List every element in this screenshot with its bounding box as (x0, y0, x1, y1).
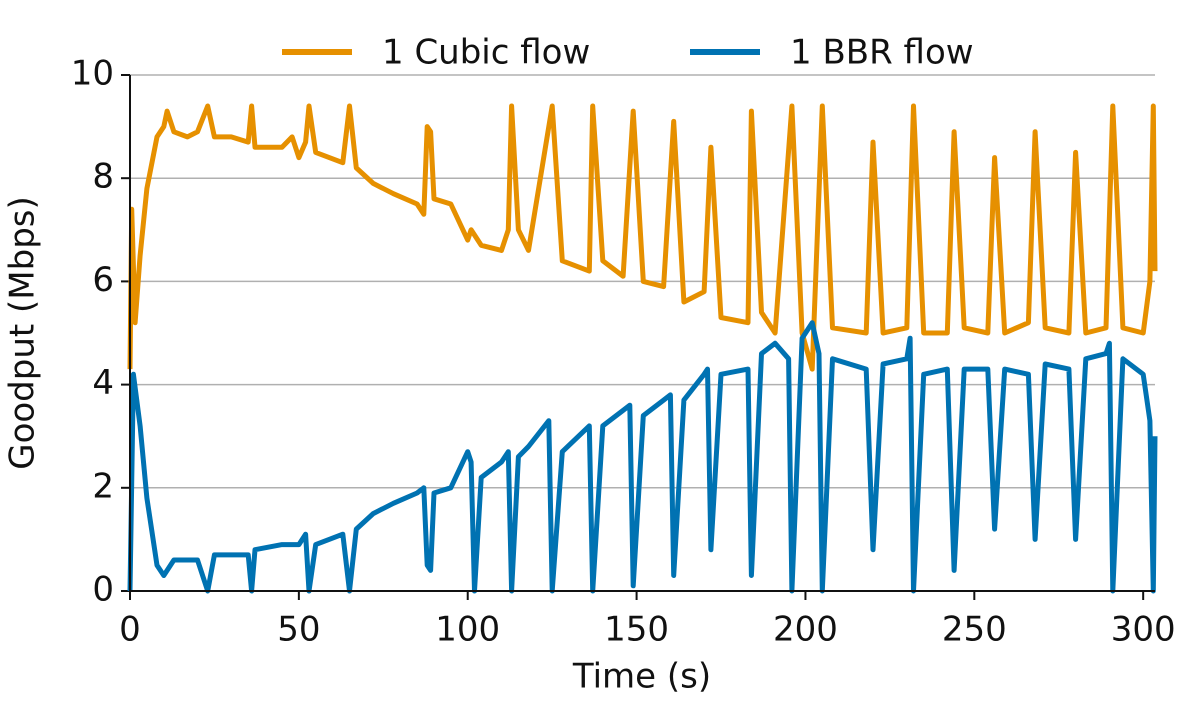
x-tick-label: 100 (435, 610, 500, 650)
y-tick-label: 0 (92, 570, 114, 610)
x-tick-label: 250 (942, 610, 1007, 650)
y-tick-label: 4 (92, 363, 114, 403)
line (127, 103, 1158, 372)
x-tick-label: 0 (119, 610, 141, 650)
y-axis-label: Goodput (Mbps) (3, 196, 43, 470)
legend-label: 1 Cubic flow (382, 33, 590, 73)
x-axis-label: Time (s) (572, 657, 711, 697)
y-tick-label: 2 (92, 466, 114, 506)
x-tick-label: 50 (277, 610, 320, 650)
y-tick-label: 8 (92, 157, 114, 197)
y-tick-label: 10 (71, 54, 114, 94)
x-tick-label: 300 (1111, 610, 1176, 650)
legend-label: 1 BBR flow (790, 33, 974, 73)
y-tick-label: 6 (92, 260, 114, 300)
x-tick-label: 150 (604, 610, 669, 650)
x-tick-label: 200 (773, 610, 838, 650)
line (127, 320, 1158, 594)
